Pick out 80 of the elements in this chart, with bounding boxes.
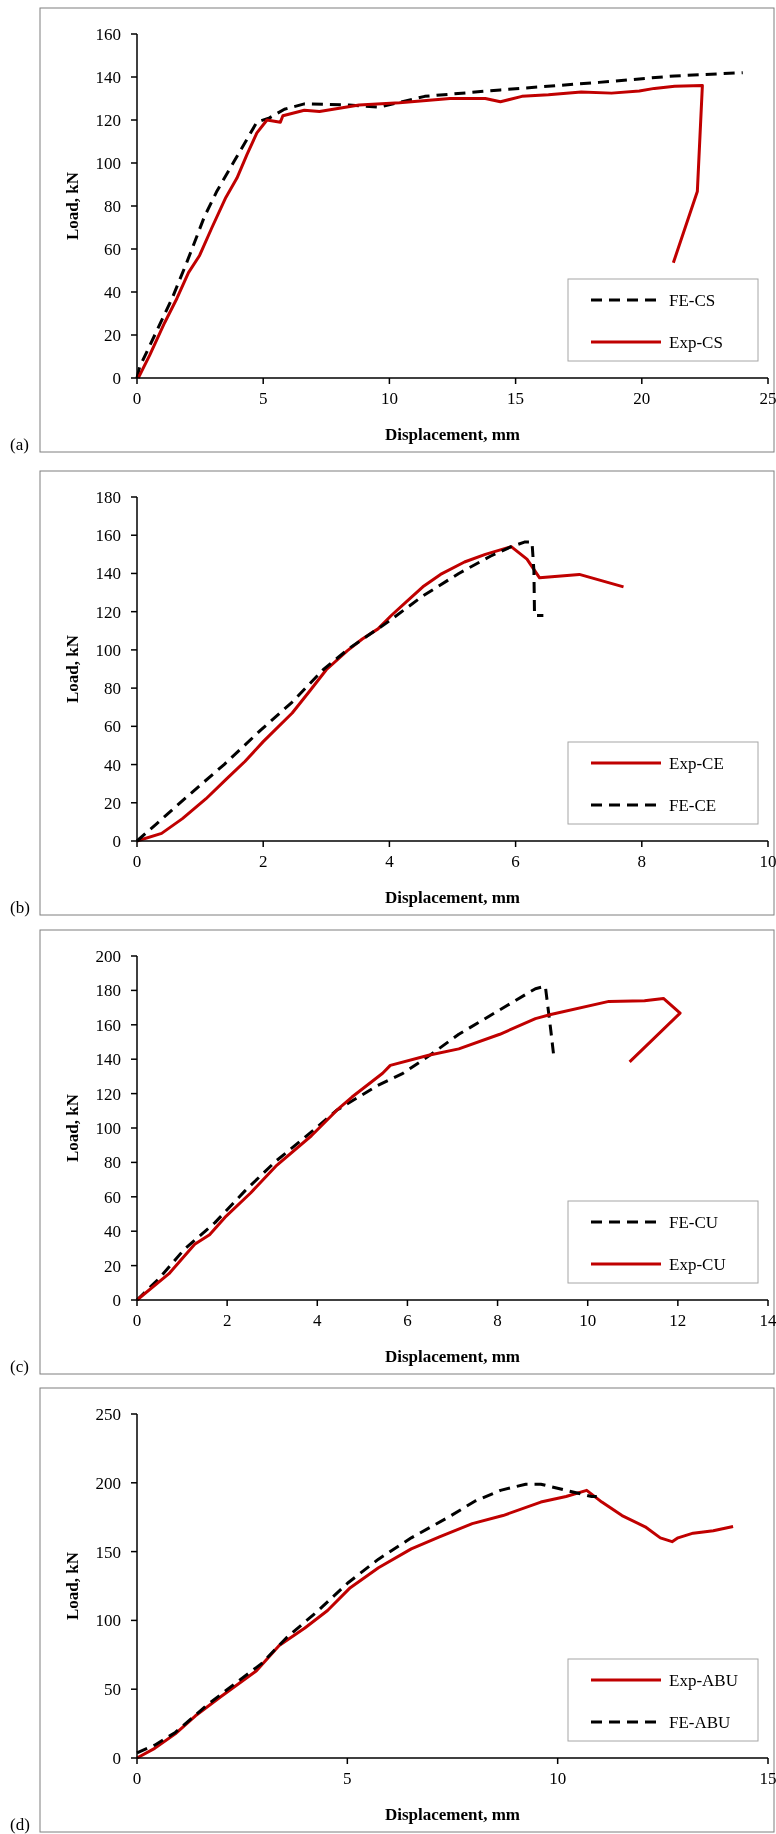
legend-label: Exp-ABU — [669, 1670, 738, 1690]
x-tick-label: 0 — [132, 1769, 142, 1788]
legend-label: FE-ABU — [669, 1712, 731, 1732]
y-tick-label: 50 — [104, 1680, 121, 1700]
y-tick-label: 160 — [95, 24, 121, 44]
y-tick-label: 40 — [104, 755, 121, 775]
x-tick-label: 10 — [759, 852, 776, 871]
x-tick-label: 14 — [759, 1311, 776, 1330]
y-tick-label: 140 — [95, 1050, 121, 1070]
y-tick-label: 0 — [112, 1290, 121, 1310]
y-axis-title: Load, kN — [63, 1093, 82, 1163]
y-tick-label: 100 — [95, 1118, 121, 1138]
x-tick-label: 15 — [507, 389, 525, 408]
y-axis-title: Load, kN — [63, 1551, 82, 1621]
y-tick-label: 250 — [95, 1404, 121, 1424]
x-tick-label: 6 — [403, 1311, 412, 1330]
legend-label: FE-CE — [669, 795, 717, 815]
x-axis-title: Displacement, mm — [384, 1805, 521, 1824]
x-tick-label: 12 — [669, 1311, 687, 1330]
x-tick-label: 8 — [637, 852, 647, 871]
y-tick-label: 80 — [104, 196, 121, 216]
y-tick-label: 20 — [104, 325, 121, 345]
x-tick-label: 25 — [759, 389, 776, 408]
y-tick-label: 80 — [104, 679, 121, 699]
y-tick-label: 160 — [95, 526, 121, 546]
y-tick-label: 80 — [104, 1153, 121, 1173]
x-axis-title: Displacement, mm — [384, 425, 521, 444]
y-tick-label: 120 — [95, 110, 121, 130]
y-tick-label: 200 — [95, 946, 121, 966]
x-axis-title: Displacement, mm — [384, 888, 521, 907]
y-axis-title: Load, kN — [63, 171, 82, 241]
x-tick-label: 6 — [511, 852, 520, 871]
y-tick-label: 0 — [112, 1748, 121, 1768]
y-tick-label: 100 — [95, 1611, 121, 1631]
y-tick-label: 150 — [95, 1542, 121, 1562]
text: (c) — [10, 1357, 29, 1376]
y-tick-label: 160 — [95, 1015, 121, 1035]
y-tick-label: 20 — [104, 1256, 121, 1276]
y-tick-label: 180 — [95, 487, 121, 507]
legend-label: FE-CS — [669, 290, 716, 310]
x-tick-label: 4 — [313, 1311, 323, 1330]
y-tick-label: 60 — [104, 239, 121, 259]
y-axis-title: Load, kN — [63, 634, 82, 704]
x-tick-label: 2 — [258, 852, 268, 871]
y-tick-label: 120 — [95, 1084, 121, 1104]
x-axis-title: Displacement, mm — [384, 1347, 521, 1366]
y-tick-label: 100 — [95, 153, 121, 173]
y-tick-label: 180 — [95, 981, 121, 1001]
x-tick-label: 10 — [380, 389, 398, 408]
y-tick-label: 120 — [95, 602, 121, 622]
legend-label: FE-CU — [669, 1212, 719, 1232]
x-tick-label: 15 — [759, 1769, 776, 1788]
legend-label: Exp-CE — [669, 753, 724, 773]
y-tick-label: 60 — [104, 717, 121, 737]
legend-label: Exp-CU — [669, 1254, 726, 1274]
y-tick-label: 140 — [95, 564, 121, 584]
text: (b) — [10, 898, 30, 917]
text: (d) — [10, 1815, 30, 1834]
x-tick-label: 8 — [493, 1311, 502, 1330]
y-tick-label: 100 — [95, 640, 121, 660]
x-tick-label: 5 — [343, 1769, 352, 1788]
legend-label: Exp-CS — [669, 332, 723, 352]
text: (a) — [10, 435, 29, 454]
y-tick-label: 20 — [104, 793, 121, 813]
x-tick-label: 4 — [385, 852, 395, 871]
x-tick-label: 10 — [549, 1769, 567, 1788]
x-tick-label: 10 — [579, 1311, 597, 1330]
x-tick-label: 0 — [132, 389, 142, 408]
y-tick-label: 140 — [95, 67, 121, 87]
y-tick-label: 40 — [104, 282, 121, 302]
x-tick-label: 2 — [222, 1311, 232, 1330]
x-tick-label: 0 — [132, 852, 142, 871]
x-tick-label: 20 — [633, 389, 651, 408]
x-tick-label: 0 — [132, 1311, 142, 1330]
y-tick-label: 0 — [112, 831, 121, 851]
y-tick-label: 0 — [112, 368, 121, 388]
y-tick-label: 200 — [95, 1473, 121, 1493]
y-tick-label: 60 — [104, 1187, 121, 1207]
x-tick-label: 5 — [258, 389, 268, 408]
y-tick-label: 40 — [104, 1222, 121, 1242]
